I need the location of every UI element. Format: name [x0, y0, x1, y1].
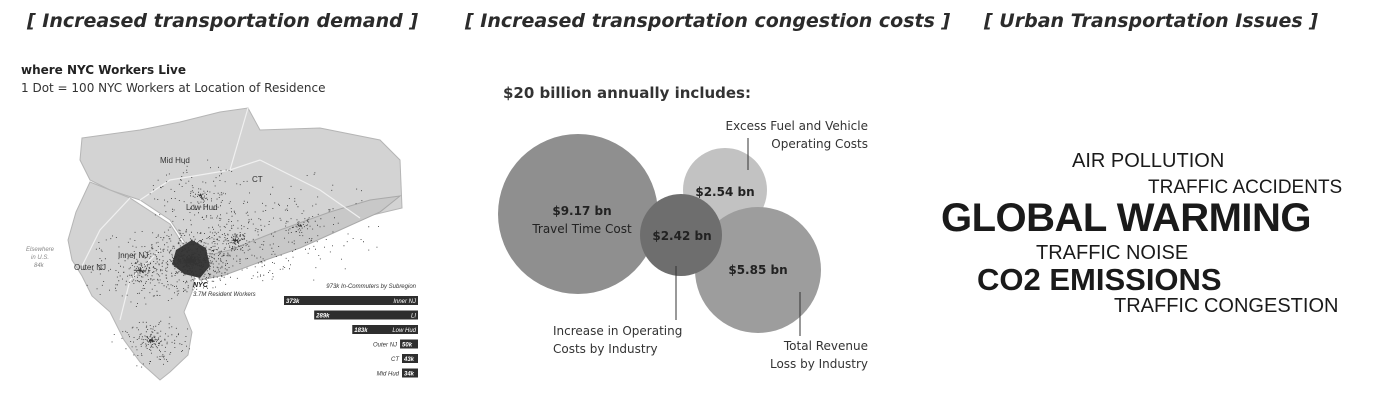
heading-congestion-costs: [ Increased transportation congestion co…	[465, 10, 951, 32]
map-region-dividers	[79, 107, 361, 321]
commuter-bar-ct	[402, 354, 418, 363]
commuter-bar-li	[314, 310, 418, 320]
callout-fuel-line2: Operating Costs	[771, 137, 868, 151]
bubble-fuel-value: $2.54 bn	[695, 185, 754, 199]
map-label-elsewhere: Elsewhere	[26, 247, 55, 253]
map-label-nyc-workers: 3.7M Resident Workers	[193, 292, 256, 298]
bubble-revenue-value: $5.85 bn	[728, 263, 787, 277]
issue-air-pollution: AIR POLLUTION	[1072, 150, 1225, 172]
map-label-nyc: NYC	[193, 282, 209, 289]
commuter-label: CT	[391, 357, 400, 363]
callout-operating-line1: Increase in Operating	[553, 324, 682, 338]
bubble-travel-time-value: $9.17 bn	[552, 204, 611, 218]
commuter-value: 289k	[315, 314, 330, 320]
map-label-ct: CT	[252, 175, 263, 184]
commuter-bar-low-hud	[352, 325, 418, 334]
callout-fuel-line1: Excess Fuel and Vehicle	[726, 119, 868, 133]
map-subtitle: 1 Dot = 100 NYC Workers at Location of R…	[21, 81, 326, 95]
commuter-label: Low Hud	[392, 328, 416, 334]
bubble-travel-time-label: Travel Time Cost	[531, 222, 632, 236]
commuter-value: 43k	[403, 357, 415, 363]
bubble-operating-value: $2.42 bn	[652, 229, 711, 243]
bubble-operating	[640, 194, 722, 276]
commuter-bar-outer-nj	[400, 339, 418, 349]
commuter-bars: 373k Inner NJ 289k LI 183k Low Hud 50k Outer NJ…	[284, 296, 418, 378]
callout-revenue-line1: Total Revenue	[783, 339, 868, 353]
heading-transportation-demand: [ Increased transportation demand ]	[27, 10, 419, 32]
issue-traffic-accidents: TRAFFIC ACCIDENTS	[1148, 177, 1343, 198]
issue-global-warming: GLOBAL WARMING	[941, 196, 1312, 240]
bubble-revenue-loss	[695, 207, 821, 333]
map-label-outer-nj: Outer NJ	[74, 263, 106, 272]
commuter-label: LI	[411, 314, 416, 320]
map-label-mid-hud: Mid Hud	[160, 156, 190, 165]
issue-traffic-noise: TRAFFIC NOISE	[1036, 242, 1189, 264]
issue-co2-emissions: CO2 EMISSIONS	[977, 262, 1222, 297]
commuter-bar-mid-hud	[402, 368, 418, 378]
costs-title: $20 billion annually includes:	[503, 84, 751, 102]
commuter-bar-inner-nj	[284, 296, 418, 305]
callout-operating-line2: Costs by Industry	[553, 342, 658, 356]
commuters-title: 973k In-Commuters by Subregion	[326, 284, 416, 290]
issue-traffic-congestion: TRAFFIC CONGESTION	[1114, 295, 1339, 317]
callout-revenue-line2: Loss by Industry	[770, 357, 868, 371]
map-title: where NYC Workers Live	[21, 63, 187, 77]
congestion-cost-bubbles: $9.17 bn Travel Time Cost $2.54 bn $2.42…	[498, 119, 868, 371]
commuter-label: Inner NJ	[393, 299, 417, 305]
commuter-value: 50k	[402, 343, 413, 349]
map-label-low-hud: Low Hud	[186, 203, 218, 212]
map-label-elsewhere-us: in U.S.	[31, 255, 49, 261]
bubble-travel-time	[498, 134, 658, 294]
commuter-label: Mid Hud	[377, 372, 400, 378]
commuter-value: 34k	[404, 372, 415, 378]
commuter-value: 373k	[286, 299, 300, 305]
commuter-label: Outer NJ	[373, 343, 398, 349]
map-label-inner-nj: Inner NJ	[118, 251, 148, 260]
map-label-elsewhere-count: 84k	[34, 263, 45, 269]
nyc-workers-map: Mid Hud CT Low Hud Inner NJ Outer NJ Els…	[26, 107, 418, 381]
commuter-value: 183k	[354, 328, 368, 334]
heading-urban-issues: [ Urban Transportation Issues ]	[984, 10, 1318, 32]
map-region-long-island	[189, 195, 402, 281]
